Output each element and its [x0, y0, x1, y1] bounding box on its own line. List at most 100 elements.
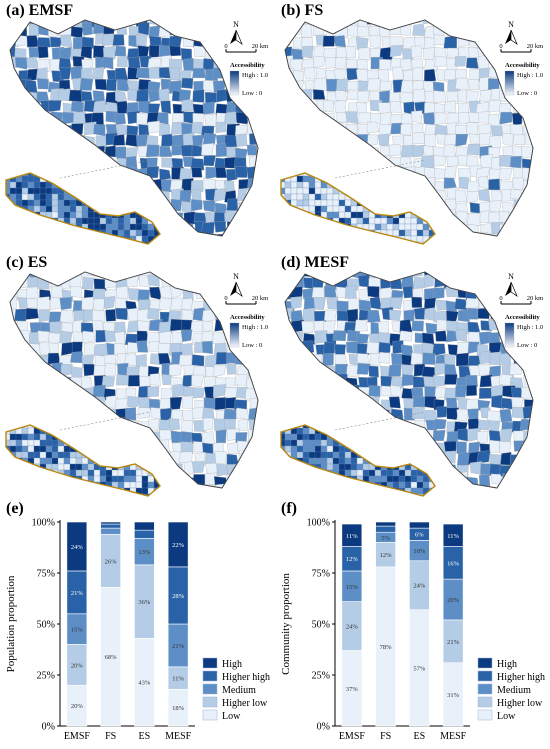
district-cell	[434, 453, 446, 468]
y-axis-label: Community proportion	[280, 573, 292, 675]
district-cell	[80, 46, 93, 59]
district-cell	[424, 287, 437, 302]
district-cell	[192, 68, 206, 79]
inset-cell	[362, 493, 370, 496]
legend-swatch	[202, 670, 218, 682]
district-cell	[136, 134, 148, 147]
inset-cell	[33, 481, 41, 489]
district-cell	[181, 223, 194, 236]
inset-cell	[33, 229, 41, 237]
district-cell	[215, 166, 228, 178]
district-cell	[358, 288, 370, 302]
bar-data-label: 78%	[380, 644, 393, 651]
legend-label: Higher high	[222, 672, 270, 683]
district-cell	[212, 20, 227, 26]
inset-cell	[422, 463, 430, 471]
district-cell	[10, 485, 19, 488]
inset-cell	[117, 457, 125, 465]
inset-cell	[320, 481, 328, 489]
inset-cell	[302, 199, 310, 207]
inset-cell	[147, 193, 155, 201]
district-cell	[347, 158, 361, 171]
district-cell	[160, 100, 172, 114]
inset-cell	[45, 173, 53, 177]
district-cell	[322, 100, 334, 113]
inset-cell	[434, 235, 435, 243]
district-cell	[234, 373, 248, 386]
chart-title: (f)	[281, 500, 297, 517]
district-cell	[10, 209, 15, 222]
district-cell	[40, 112, 53, 126]
district-cell	[521, 24, 533, 37]
district-cell	[302, 110, 315, 124]
inset-cell	[296, 433, 304, 441]
district-cell	[169, 233, 184, 236]
district-cell	[424, 167, 437, 180]
inset-cell	[63, 433, 71, 441]
inset-cell	[75, 481, 83, 489]
district-cell	[92, 420, 105, 434]
inset-cell	[75, 469, 83, 477]
inset-cell	[356, 241, 364, 244]
inset-cell	[344, 175, 352, 183]
legend-low: Low : 0	[517, 90, 537, 97]
inset-cell	[398, 193, 406, 201]
inset-cell	[45, 205, 53, 213]
inset-cell	[290, 487, 298, 495]
district-cell	[49, 156, 63, 168]
inset-cell	[350, 439, 358, 447]
inset-cell	[314, 475, 322, 483]
district-cell	[114, 20, 126, 28]
inset-cell	[81, 175, 89, 183]
district-cell	[257, 123, 258, 137]
district-cell	[83, 166, 96, 180]
inset-cell	[141, 445, 149, 453]
district-cell	[160, 202, 172, 216]
legend-gradient	[504, 322, 515, 348]
district-cell	[259, 264, 271, 276]
district-cell	[388, 396, 401, 409]
inset-cell	[281, 475, 286, 483]
inset-cell	[398, 173, 406, 177]
district-cell	[170, 199, 183, 212]
district-cell	[259, 488, 271, 497]
inset-cell	[362, 469, 370, 477]
north-label: N	[508, 20, 514, 29]
district-cell	[325, 20, 339, 26]
district-cell	[446, 397, 458, 409]
inset-cell	[326, 187, 334, 195]
inset-cell	[141, 223, 149, 231]
district-cell	[534, 475, 547, 487]
district-cell	[285, 210, 291, 224]
inset-cell	[308, 223, 316, 231]
district-cell	[26, 286, 39, 300]
district-cell	[50, 398, 63, 412]
inset-cell	[39, 425, 47, 429]
district-cell	[412, 88, 426, 103]
inset-cell	[27, 241, 35, 244]
scale-label: 20 km	[527, 295, 543, 302]
inset-cell	[105, 187, 113, 195]
inset-cell	[87, 427, 95, 435]
district-cell	[455, 189, 467, 203]
district-cell	[194, 22, 206, 36]
inset-cell	[386, 217, 394, 225]
inset-cells	[281, 425, 435, 496]
inset-cell	[332, 487, 340, 495]
inset-cell	[392, 475, 400, 483]
inset-cell	[284, 187, 292, 195]
district-cell	[358, 145, 371, 157]
district-cell	[445, 285, 458, 298]
inset-cell	[422, 211, 430, 219]
inset-cell	[380, 175, 388, 183]
inset-cell	[308, 469, 316, 477]
inset-cell	[45, 457, 53, 465]
district-cell	[357, 155, 368, 169]
inset-connector	[59, 159, 151, 179]
district-cell	[182, 57, 194, 72]
inset-cell	[308, 433, 316, 441]
district-cell	[335, 485, 348, 488]
inset-cell	[434, 487, 435, 495]
inset-cell	[69, 211, 77, 219]
district-cell	[202, 132, 217, 145]
